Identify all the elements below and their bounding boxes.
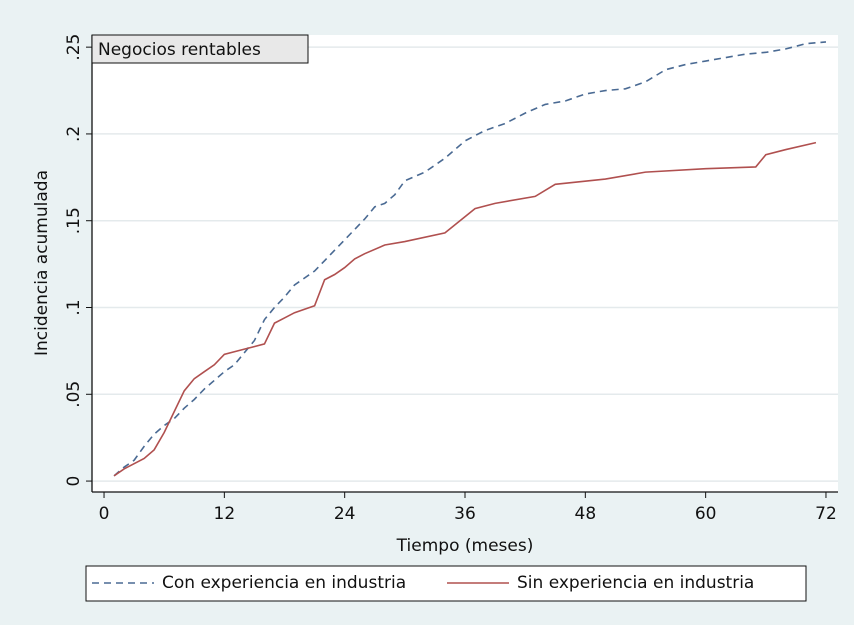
y-tick-label: 0 (64, 476, 84, 487)
x-tick-label: 72 (815, 504, 837, 524)
chart-title: Negocios rentables (98, 40, 261, 60)
y-tick-label: .25 (64, 34, 84, 61)
x-tick-label: 48 (575, 504, 597, 524)
x-tick-label: 36 (454, 504, 476, 524)
y-tick-label: .2 (64, 126, 84, 142)
legend-items: Con experiencia en industria Sin experien… (92, 573, 754, 593)
y-tick-label: .1 (64, 299, 84, 315)
series-line (113, 141, 817, 477)
x-tick-label: 0 (99, 504, 110, 524)
lines (113, 41, 827, 477)
grid (92, 46, 838, 482)
x-tick-label: 60 (695, 504, 717, 524)
series-line (113, 41, 827, 477)
x-axis-label: Tiempo (meses) (396, 536, 534, 556)
y-tick-label: .05 (64, 381, 84, 408)
x-tick-label: 12 (214, 504, 236, 524)
title-box (91, 34, 309, 64)
y-axis-label: Incidencia acumulada (32, 170, 52, 356)
x-tick-label: 24 (334, 504, 356, 524)
legend (85, 565, 807, 602)
plot-area (92, 35, 838, 492)
y-tick-label: .15 (64, 207, 84, 234)
legend-label: Sin experiencia en industria (517, 573, 754, 593)
legend-label: Con experiencia en industria (162, 573, 406, 593)
